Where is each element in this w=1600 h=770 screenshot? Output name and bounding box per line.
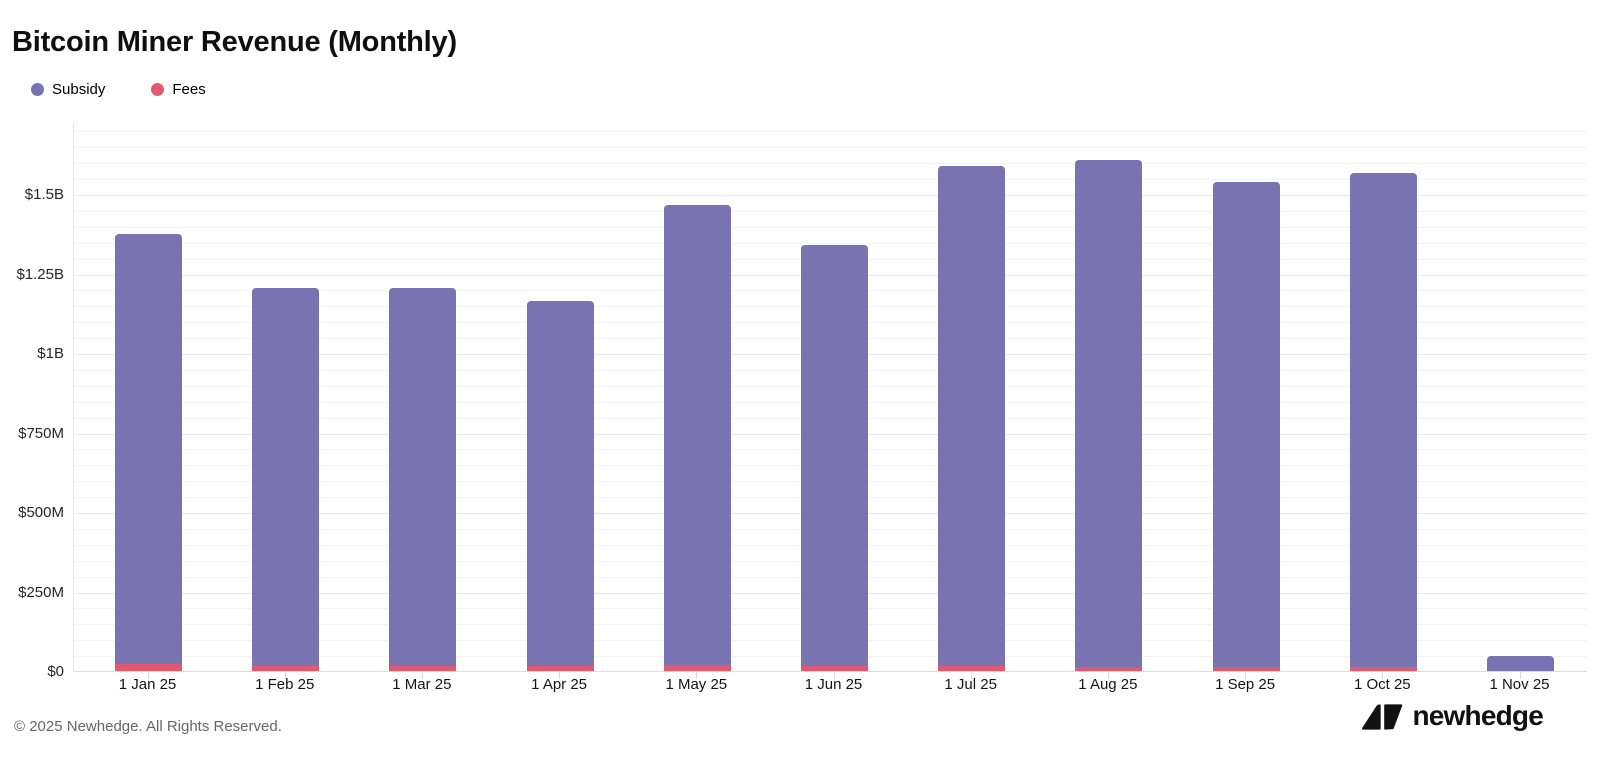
bar-1-aug-25[interactable]: [1075, 159, 1143, 671]
bar-1-oct-25[interactable]: [1349, 172, 1417, 671]
y-axis-tick-label: $1B: [37, 345, 64, 362]
gridline-minor: [74, 147, 1587, 149]
bar-1-jun-25[interactable]: [801, 245, 868, 671]
bar-1-jul-25[interactable]: [938, 165, 1006, 671]
x-axis-tick: [1382, 672, 1384, 679]
chart-plot-area: [73, 123, 1587, 672]
gridline-minor: [74, 131, 1587, 133]
x-axis-label: 1 Nov 25: [1489, 676, 1550, 693]
gridline-minor: [74, 163, 1587, 165]
x-axis-tick: [421, 672, 423, 679]
x-axis-ticks: [73, 672, 1587, 680]
y-axis-tick-label: $1.25B: [16, 265, 64, 283]
newhedge-logo-icon: [1362, 704, 1403, 730]
chart-title: Bitcoin Miner Revenue (Monthly): [12, 26, 457, 58]
bar-fees-segment: [526, 665, 594, 671]
bar-1-nov-25[interactable]: [1487, 655, 1554, 671]
bar-1-feb-25[interactable]: [252, 287, 320, 671]
brand-logo: newhedge: [1361, 700, 1544, 732]
x-axis-tick: [970, 672, 972, 679]
bar-fees-segment: [1212, 666, 1280, 671]
x-axis-label: 1 Jun 25: [804, 676, 863, 693]
x-axis-tick: [1519, 672, 1521, 679]
x-axis-tick: [147, 672, 149, 679]
y-axis-tick-label: $250M: [18, 583, 64, 601]
bar-fees-segment: [252, 665, 320, 671]
y-axis-labels: $0 $250M $500M $750M $1B $1.25B $1.5B: [0, 123, 64, 680]
bar-1-jan-25[interactable]: [115, 234, 182, 671]
x-axis-tick: [1245, 672, 1247, 679]
brand-name: newhedge: [1412, 700, 1543, 731]
legend-item-subsidy[interactable]: Subsidy: [31, 81, 105, 98]
bar-fees-segment: [1075, 666, 1143, 671]
x-axis-label: 1 Feb 25: [255, 676, 315, 693]
x-axis-label: 1 Apr 25: [531, 676, 588, 693]
x-axis-label: 1 Oct 25: [1353, 676, 1411, 693]
legend-label: Subsidy: [52, 81, 106, 98]
gridline-minor: [74, 226, 1587, 228]
bar-1-sep-25[interactable]: [1212, 181, 1280, 671]
y-axis-tick-label: $500M: [18, 504, 64, 521]
y-axis-tick-label: $0: [47, 663, 64, 680]
bar-fees-segment: [115, 664, 182, 671]
bar-fees-segment: [938, 665, 1006, 671]
bar-1-mar-25[interactable]: [389, 287, 457, 671]
gridline-minor: [74, 210, 1587, 212]
x-axis-label: 1 May 25: [665, 676, 728, 693]
x-axis-tick: [1107, 672, 1109, 679]
gridline-minor: [74, 179, 1587, 181]
bar-fees-segment: [663, 664, 731, 671]
bar-fees-segment: [1349, 666, 1417, 671]
legend-label: Fees: [172, 81, 206, 98]
x-axis-label: 1 Jan 25: [118, 676, 177, 693]
gridline-major: [74, 195, 1587, 196]
gridline-minor: [74, 242, 1587, 244]
x-axis-label: 1 Sep 25: [1215, 676, 1276, 693]
bar-fees-segment: [389, 665, 457, 671]
legend-swatch-fees: [151, 83, 165, 96]
legend-swatch-subsidy: [31, 83, 44, 96]
bar-fees-segment: [801, 665, 868, 671]
x-axis-tick: [833, 672, 835, 679]
bar-1-may-25[interactable]: [663, 205, 731, 671]
x-axis-tick: [284, 672, 286, 679]
x-axis-labels: 1 Jan 25 1 Feb 25 1 Mar 25 1 Apr 25 1 May 25…: [73, 676, 1587, 698]
y-axis-tick-label: $1.5B: [24, 186, 64, 203]
copyright-text: © 2025 Newhedge. All Rights Reserved.: [14, 718, 282, 735]
bar-1-apr-25[interactable]: [526, 301, 594, 671]
x-axis-tick: [696, 672, 698, 679]
legend-item-fees[interactable]: Fees: [151, 81, 206, 98]
x-axis-label: 1 Mar 25: [392, 676, 452, 693]
y-axis-tick-label: $750M: [18, 424, 64, 442]
x-axis-label: 1 Aug 25: [1078, 676, 1138, 693]
x-axis-tick: [559, 672, 561, 679]
legend: Subsidy Fees: [31, 81, 206, 98]
x-axis-label: 1 Jul 25: [944, 676, 997, 693]
